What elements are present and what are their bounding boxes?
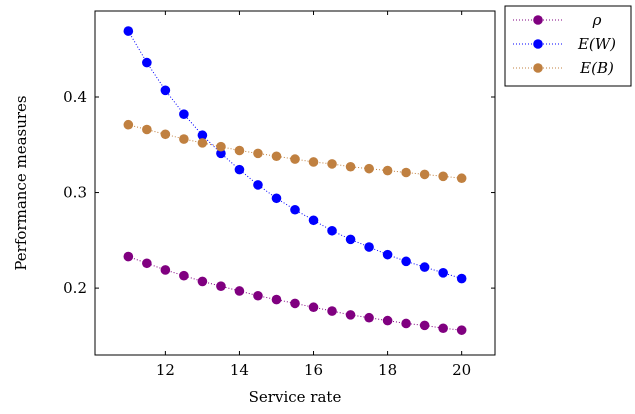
data-point [271, 193, 282, 204]
data-point [179, 109, 189, 119]
data-point [179, 134, 189, 144]
data-point [216, 148, 226, 159]
data-point [382, 165, 393, 176]
data-point [308, 157, 319, 167]
data-point [142, 57, 152, 68]
data-point [123, 251, 134, 262]
data-point [197, 130, 208, 141]
data-point [364, 242, 374, 252]
data-point [419, 262, 430, 272]
data-point [438, 268, 448, 278]
y-tick-label: 0.3 [63, 184, 87, 202]
data-point [216, 141, 226, 152]
y-tick-label: 0.4 [63, 88, 87, 106]
data-point [456, 273, 467, 284]
data-point [327, 225, 337, 236]
legend-marker [533, 63, 543, 73]
data-point [345, 310, 356, 320]
data-point [179, 270, 189, 281]
data-point [253, 290, 263, 301]
data-point [253, 180, 263, 190]
data-point [253, 148, 263, 159]
data-point [160, 129, 171, 140]
legend-label: ρ [592, 11, 602, 29]
data-point [290, 298, 300, 309]
series-layer [123, 26, 467, 335]
data-point [456, 173, 467, 184]
data-point [271, 294, 282, 305]
data-point [271, 151, 282, 162]
data-point [364, 312, 374, 323]
data-point [438, 323, 448, 334]
tick-layer: 12 14 16 18 20 0.2 0.3 0.4 [63, 11, 495, 379]
data-point [234, 286, 245, 296]
series-1 [123, 26, 467, 284]
data-point [438, 171, 448, 182]
data-point [382, 315, 393, 326]
data-point [197, 138, 208, 148]
data-point [216, 281, 226, 292]
data-point [234, 145, 245, 156]
x-axis-label: Service rate [249, 388, 342, 406]
series-2 [123, 119, 467, 184]
x-tick-label: 14 [230, 361, 249, 379]
data-point [160, 265, 171, 275]
x-tick-label: 12 [156, 361, 175, 379]
y-axis-label: Performance measures [12, 95, 30, 270]
x-tick-label: 16 [304, 361, 323, 379]
data-point [345, 234, 356, 245]
data-point [345, 161, 356, 172]
legend-marker [533, 39, 543, 49]
data-point [382, 249, 393, 260]
x-tick-label: 18 [378, 361, 397, 379]
data-point [142, 124, 152, 135]
plot-frame [94, 10, 496, 356]
y-tick-label: 0.2 [63, 279, 87, 297]
legend: ρ E(W) E(B) [504, 5, 632, 87]
data-point [327, 306, 337, 316]
x-tick-label: 20 [452, 361, 471, 379]
data-point [419, 320, 430, 331]
data-point [290, 204, 300, 215]
data-point [308, 215, 319, 226]
data-point [327, 159, 337, 169]
legend-box [504, 5, 632, 87]
data-point [123, 119, 134, 130]
data-point [197, 276, 208, 287]
data-point [456, 325, 467, 335]
data-point [234, 164, 245, 175]
data-point [364, 163, 374, 174]
data-point [160, 85, 171, 96]
data-point [290, 154, 300, 164]
data-point [308, 302, 319, 313]
legend-label: E(W) [577, 35, 616, 53]
series-line [128, 256, 462, 331]
data-point [123, 26, 134, 36]
series-line [128, 124, 462, 179]
series-0 [123, 251, 467, 335]
data-point [401, 167, 411, 178]
legend-label: E(B) [579, 59, 614, 77]
data-point [419, 169, 430, 180]
data-point [401, 318, 411, 329]
data-point [142, 258, 152, 269]
legend-marker [533, 15, 543, 25]
data-point [401, 256, 411, 267]
